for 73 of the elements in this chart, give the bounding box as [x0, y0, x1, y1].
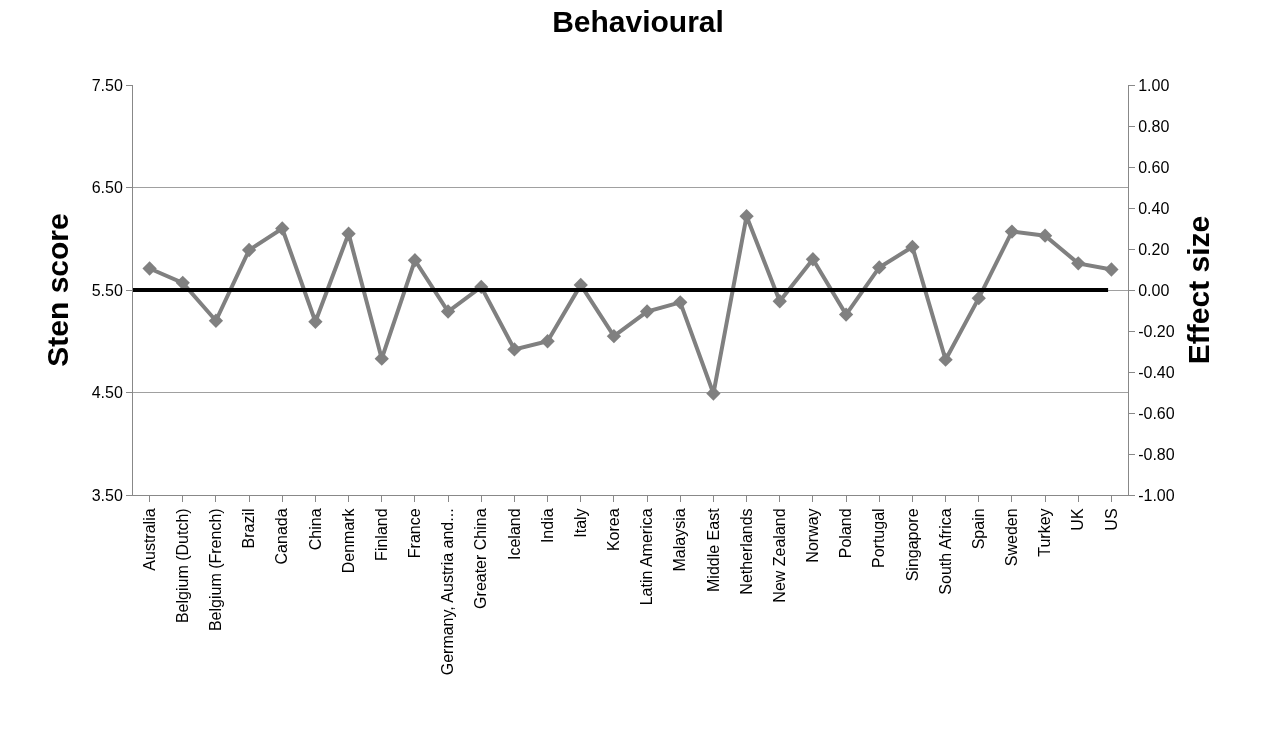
y2-tick-label: 1.00 — [1138, 76, 1170, 94]
point — [838, 307, 854, 322]
x-tick-label: Netherlands — [737, 508, 755, 595]
x-tick-label: South Africa — [936, 508, 954, 595]
x-tick-label: Middle East — [704, 507, 722, 592]
x-tick-label: Korea — [605, 508, 623, 552]
y2-tick-label: 0.20 — [1138, 240, 1170, 258]
x-tick-label: Germany, Austria and... — [439, 508, 457, 676]
x-tick-label: Turkey — [1036, 508, 1054, 557]
x-tick-label: US — [1102, 508, 1120, 531]
y-tick-label: 4.50 — [91, 384, 123, 402]
y2-tick-label: -0.60 — [1138, 404, 1175, 422]
y-tick-label: 7.50 — [91, 76, 123, 94]
x-tick-label: India — [538, 508, 556, 544]
x-tick-label: Australia — [140, 508, 158, 571]
x-tick-label: Malaysia — [671, 508, 689, 572]
x-tick-label: Poland — [837, 508, 855, 559]
y2-tick-label: -0.40 — [1138, 363, 1175, 381]
point — [971, 291, 986, 306]
x-tick-label: Portugal — [870, 508, 888, 568]
y-tick-label: 6.50 — [91, 179, 123, 197]
point — [606, 328, 622, 344]
point — [208, 313, 224, 328]
point — [241, 242, 257, 258]
x-tick-label: Singapore — [903, 508, 921, 582]
x-tick-label: Brazil — [240, 508, 258, 549]
y2-tick-label: 0.80 — [1138, 117, 1170, 135]
point — [872, 260, 887, 275]
x-tick-label: Iceland — [505, 508, 523, 560]
x-tick-label: Finland — [372, 508, 390, 561]
x-tick-label: France — [406, 508, 424, 559]
point — [540, 334, 555, 349]
point — [805, 252, 821, 267]
x-tick-label: Greater China — [472, 508, 490, 609]
point — [673, 295, 688, 310]
x-tick-label: New Zealand — [770, 508, 788, 603]
y2-tick-label: -1.00 — [1138, 486, 1175, 504]
y-axis-title: Sten score — [40, 213, 74, 367]
x-tick-label: China — [306, 508, 324, 551]
y2-tick-label: 0.60 — [1138, 158, 1170, 176]
point — [1071, 256, 1086, 271]
x-tick-label: Italy — [571, 508, 589, 538]
x-tick-label: Belgium (French) — [207, 508, 225, 632]
x-tick-label: Sweden — [1003, 508, 1021, 567]
x-tick-label: Spain — [969, 508, 987, 550]
y2-tick-label: -0.20 — [1138, 322, 1175, 340]
y2-tick-label: -0.80 — [1138, 445, 1175, 463]
point — [938, 352, 953, 367]
x-tick-label: Latin America — [638, 508, 656, 606]
x-tick-label: Belgium (Dutch) — [173, 508, 191, 624]
x-tick-label: Canada — [273, 508, 291, 565]
point — [275, 221, 290, 236]
x-tick-label: Norway — [804, 508, 822, 563]
y2-tick-label: 0.40 — [1138, 199, 1170, 217]
y-tick-label: 3.50 — [91, 486, 123, 504]
x-tick-label: Denmark — [339, 507, 357, 574]
point — [1004, 224, 1020, 239]
point — [440, 304, 456, 319]
point — [175, 275, 190, 290]
y2-tick-label: 0.00 — [1138, 281, 1170, 299]
point — [1104, 262, 1119, 277]
y2-axis-title: Effect size — [1182, 215, 1216, 365]
point — [772, 294, 787, 309]
x-tick-label: UK — [1069, 508, 1087, 531]
point — [507, 342, 522, 357]
point — [905, 239, 920, 255]
point — [142, 261, 157, 276]
point — [639, 304, 655, 319]
chart-title: Behavioural — [552, 5, 724, 39]
point — [407, 253, 423, 268]
point — [308, 314, 323, 329]
point — [1037, 228, 1053, 243]
y-tick-label: 5.50 — [91, 281, 123, 299]
